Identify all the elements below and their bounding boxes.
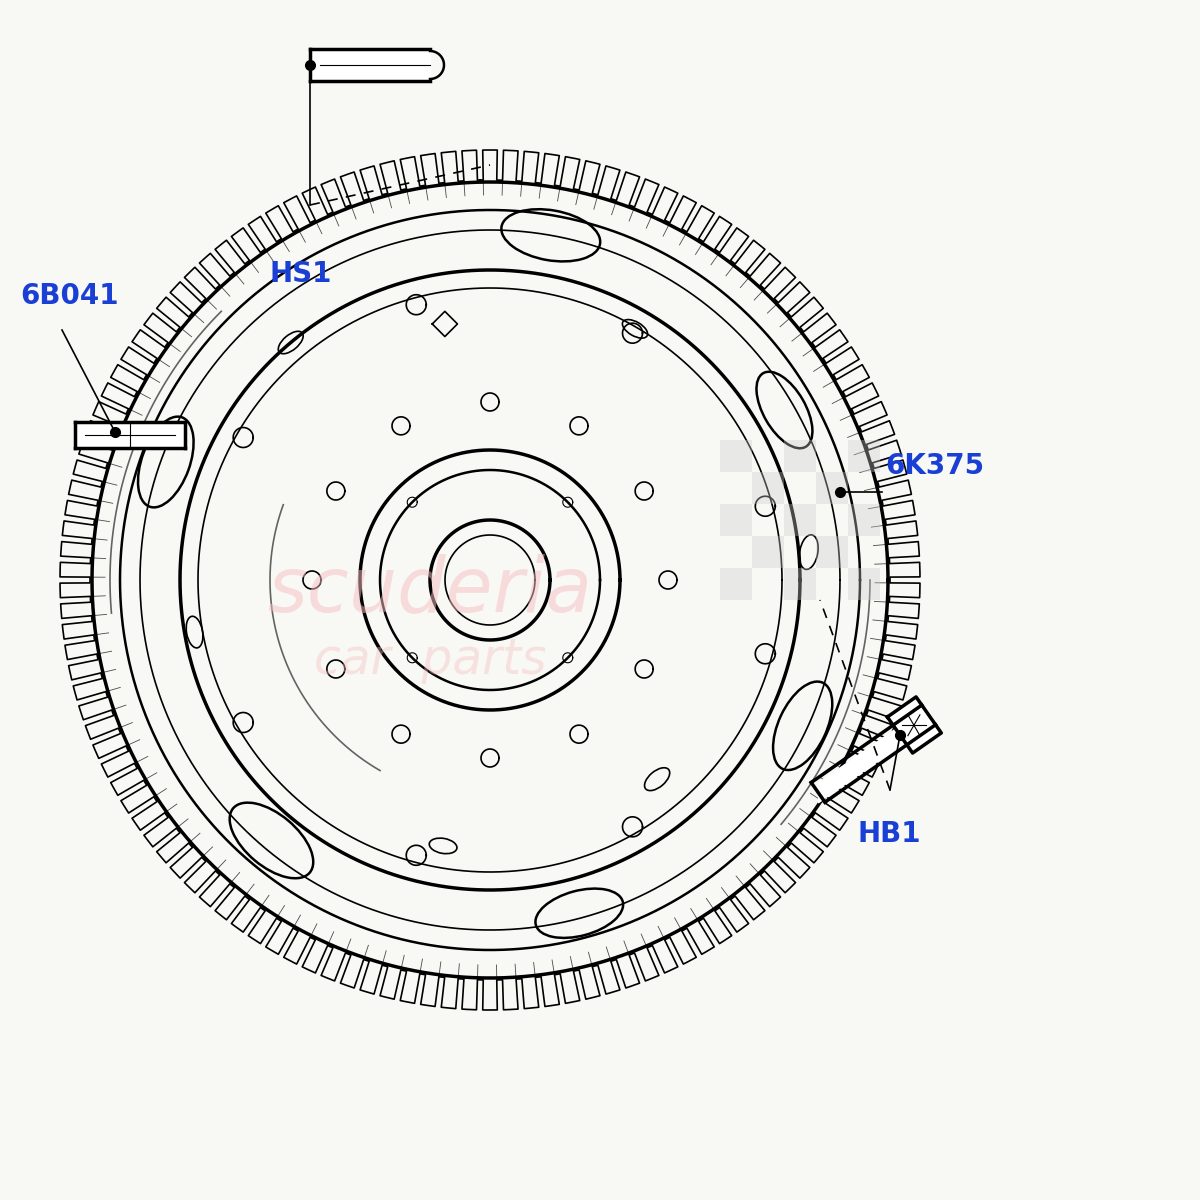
Bar xyxy=(752,536,784,568)
Bar xyxy=(848,504,880,536)
Bar xyxy=(784,504,816,536)
Bar xyxy=(816,472,848,504)
Text: 6B041: 6B041 xyxy=(20,282,119,310)
Polygon shape xyxy=(887,697,941,754)
Bar xyxy=(848,440,880,472)
Bar xyxy=(752,472,784,504)
Bar xyxy=(816,536,848,568)
Text: 6K375: 6K375 xyxy=(886,452,984,480)
Bar xyxy=(720,568,752,600)
Bar xyxy=(848,568,880,600)
Text: HB1: HB1 xyxy=(858,820,922,848)
Text: scuderia: scuderia xyxy=(268,553,593,626)
Bar xyxy=(720,504,752,536)
Bar xyxy=(784,440,816,472)
Bar xyxy=(720,440,752,472)
Bar xyxy=(784,568,816,600)
Text: HS1: HS1 xyxy=(270,260,332,288)
Text: car  parts: car parts xyxy=(313,636,546,684)
